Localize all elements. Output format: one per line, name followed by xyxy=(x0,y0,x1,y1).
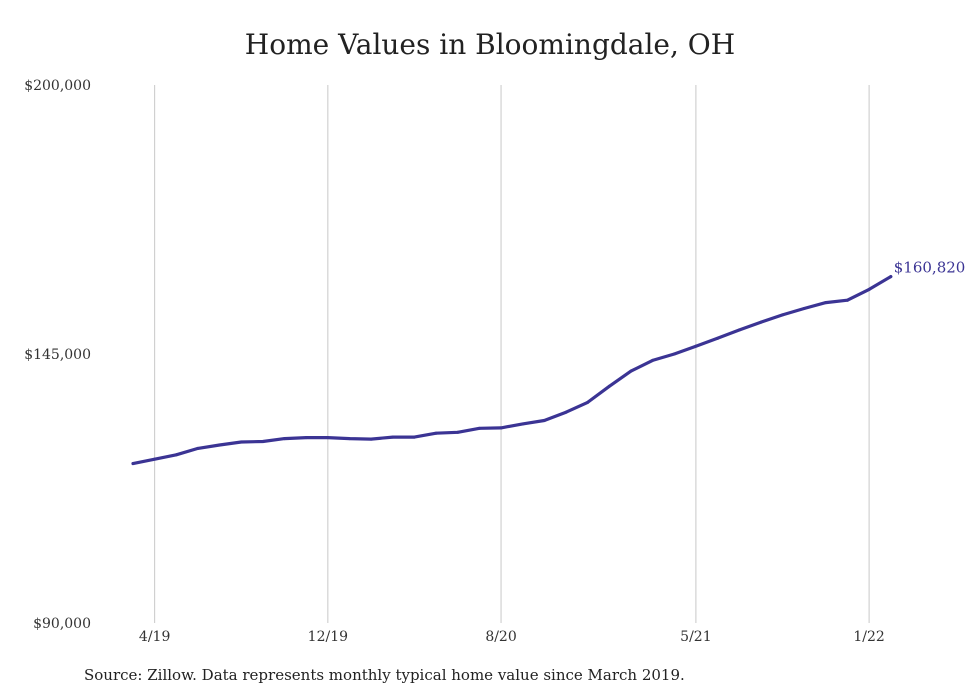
data-point xyxy=(434,431,438,435)
chart-title: Home Values in Bloomingdale, OH xyxy=(244,28,736,61)
x-tick-label: 4/19 xyxy=(139,629,170,645)
data-point xyxy=(326,436,330,440)
series-layer xyxy=(131,275,893,466)
data-point xyxy=(348,437,351,441)
data-point xyxy=(283,437,287,441)
data-point xyxy=(694,344,698,348)
data-point xyxy=(867,287,871,291)
data-point xyxy=(304,436,308,440)
gridlines xyxy=(154,85,870,623)
y-axis-ticks: $200,000 $145,000 $90,000 xyxy=(24,78,91,632)
data-point xyxy=(759,320,763,324)
data-point xyxy=(412,435,416,439)
data-point xyxy=(586,400,590,404)
data-point xyxy=(889,275,893,279)
end-value-label: $160,820 xyxy=(894,259,966,277)
data-point xyxy=(629,369,633,373)
x-tick-label: 8/20 xyxy=(485,629,516,645)
annotation-layer: $160,820 xyxy=(894,259,966,277)
y-tick-label: $200,000 xyxy=(24,78,91,94)
data-point xyxy=(196,446,200,450)
data-point xyxy=(737,328,741,332)
data-point xyxy=(607,384,611,388)
data-point xyxy=(391,435,395,439)
series-line xyxy=(131,275,893,466)
x-tick-label: 5/21 xyxy=(680,629,711,645)
data-point xyxy=(564,410,568,414)
x-tick-label: 12/19 xyxy=(308,629,348,645)
data-point xyxy=(521,422,525,426)
x-tick-label: 1/22 xyxy=(853,629,884,645)
data-point xyxy=(845,298,849,302)
data-point xyxy=(716,336,720,340)
data-point xyxy=(456,430,460,434)
data-point xyxy=(153,457,157,461)
data-point xyxy=(239,440,243,444)
y-tick-label: $145,000 xyxy=(24,347,91,363)
data-point xyxy=(542,419,546,423)
data-point xyxy=(802,307,806,311)
data-point xyxy=(781,313,784,317)
data-point xyxy=(824,301,828,305)
data-point xyxy=(131,462,135,466)
data-point xyxy=(477,426,481,430)
data-point xyxy=(174,453,178,457)
data-point xyxy=(499,426,503,430)
data-point xyxy=(672,352,676,356)
data-point xyxy=(369,437,373,441)
data-point xyxy=(261,440,265,444)
y-tick-label: $90,000 xyxy=(33,616,91,632)
data-point xyxy=(651,358,655,362)
source-note: Source: Zillow. Data represents monthly … xyxy=(84,666,685,684)
x-axis-ticks: 4/19 12/19 8/20 5/21 1/22 xyxy=(139,629,885,645)
data-point xyxy=(218,443,222,447)
